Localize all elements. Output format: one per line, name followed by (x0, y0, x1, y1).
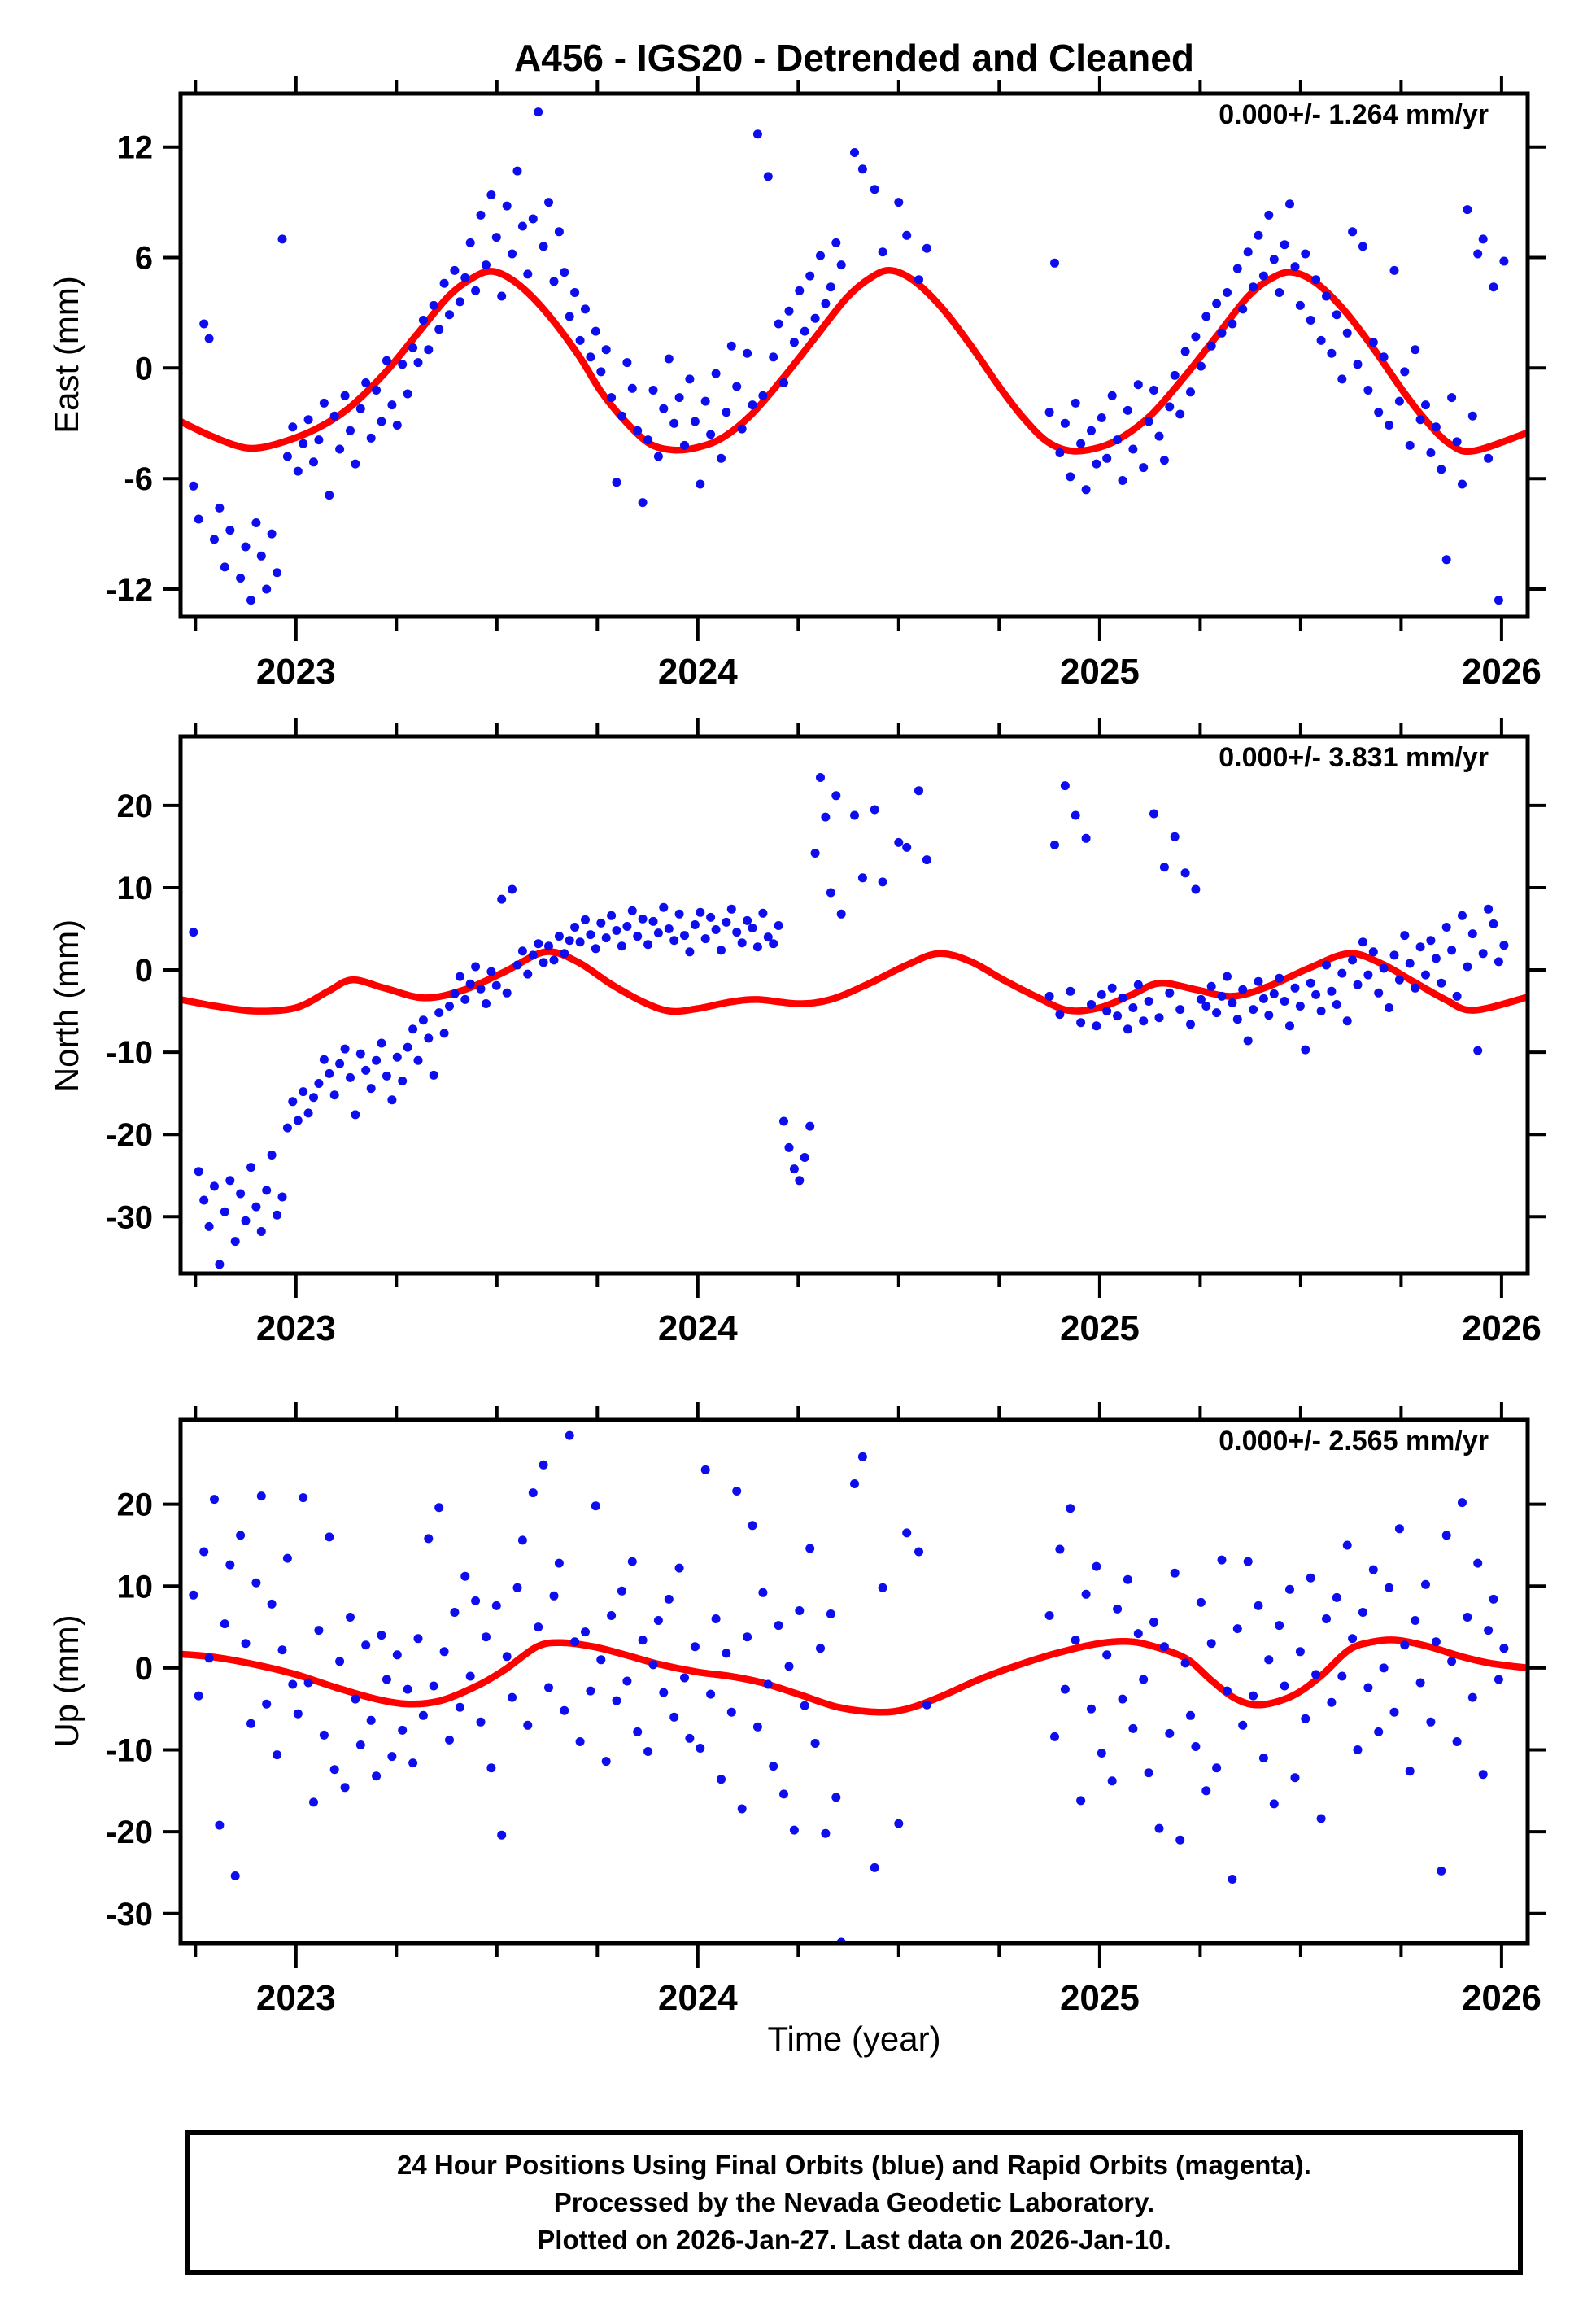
up-x-ticks (194, 1402, 1503, 1968)
north-year-label: 2023 (256, 1308, 336, 1348)
east-data-points (189, 107, 1509, 605)
up-year-labels: 2023 2024 2025 2026 (256, 1978, 1541, 2018)
east-y-tick-label: 12 (117, 130, 154, 166)
north-year-label: 2025 (1060, 1308, 1140, 1348)
north-rate-annotation: 0.000+/- 3.831 mm/yr (1219, 742, 1489, 773)
north-x-ticks (194, 718, 1503, 1298)
north-y-tick-label: -30 (106, 1199, 153, 1235)
up-panel-border (178, 1417, 1530, 1946)
north-year-label: 2026 (1462, 1308, 1541, 1348)
up-year-label: 2024 (658, 1978, 738, 2018)
east-axis-label: East (mm) (47, 276, 85, 434)
north-axis-label: North (mm) (47, 919, 85, 1093)
north-year-labels: 2023 2024 2025 2026 (256, 1308, 1541, 1348)
north-y-tick-label: 20 (117, 788, 154, 824)
up-y-tick-label: -10 (106, 1733, 153, 1769)
north-data-points (189, 773, 1509, 1269)
up-model-curve (181, 1636, 1528, 1716)
north-y-ticks (163, 803, 1546, 1219)
north-y-tick-label: 0 (135, 953, 153, 989)
page-title: A456 - IGS20 - Detrended and Cleaned (514, 37, 1194, 79)
up-y-tick-label: 20 (117, 1487, 154, 1523)
time-axis-label: Time (year) (767, 2020, 941, 2058)
east-rate-annotation: 0.000+/- 1.264 mm/yr (1219, 99, 1489, 130)
up-y-tick-label: -20 (106, 1815, 153, 1850)
north-year-label: 2024 (658, 1308, 738, 1348)
east-x-ticks (194, 76, 1503, 641)
footer-line-orbits: 24 Hour Positions Using Final Orbits (bl… (397, 2150, 1311, 2180)
up-y-tick-label: 10 (117, 1569, 154, 1605)
footer-note-box: 24 Hour Positions Using Final Orbits (bl… (185, 2130, 1523, 2275)
north-panel-border (178, 734, 1530, 1276)
up-y-ticks (163, 1502, 1546, 1915)
east-y-tick-label: 0 (135, 351, 153, 387)
east-year-label: 2026 (1462, 652, 1541, 692)
east-y-tick-labels: -12 -6 0 6 12 (106, 130, 153, 608)
east-year-label: 2024 (658, 652, 738, 692)
up-y-tick-labels: -30 -20 -10 0 10 20 (106, 1487, 153, 1933)
east-y-tick-label: -12 (106, 572, 153, 608)
north-y-tick-label: -20 (106, 1117, 153, 1153)
up-year-label: 2026 (1462, 1978, 1541, 2018)
east-year-labels: 2023 2024 2025 2026 (256, 652, 1541, 692)
north-panel: -30 -20 -10 0 10 20 2023 2024 2025 2026 (106, 718, 1546, 1348)
east-y-ticks (163, 145, 1546, 591)
east-model-curve (181, 267, 1528, 455)
footer-line-plotted: Plotted on 2026-Jan-27. Last data on 202… (537, 2225, 1171, 2255)
north-y-tick-labels: -30 -20 -10 0 10 20 (106, 788, 153, 1235)
north-y-tick-label: 10 (117, 871, 154, 906)
up-year-label: 2025 (1060, 1978, 1140, 2018)
east-panel: -12 -6 0 6 12 2023 2024 2025 2026 (106, 76, 1546, 692)
up-rate-annotation: 0.000+/- 2.565 mm/yr (1219, 1426, 1489, 1457)
up-y-tick-label: -30 (106, 1897, 153, 1933)
east-y-tick-label: -6 (124, 461, 153, 497)
footer-line-processed: Processed by the Nevada Geodetic Laborat… (553, 2187, 1155, 2217)
east-panel-border (178, 91, 1530, 619)
north-model-curve (181, 948, 1528, 1015)
north-y-tick-label: -10 (106, 1035, 153, 1071)
up-year-label: 2023 (256, 1978, 336, 2018)
up-data-points (189, 1430, 1509, 1943)
east-year-label: 2023 (256, 652, 336, 692)
up-axis-label: Up (mm) (47, 1614, 85, 1748)
east-y-tick-label: 6 (135, 241, 153, 277)
up-panel: -30 -20 -10 0 10 20 2023 2024 2025 2026 (106, 1402, 1546, 2018)
up-y-tick-label: 0 (135, 1651, 153, 1687)
east-year-label: 2025 (1060, 652, 1140, 692)
